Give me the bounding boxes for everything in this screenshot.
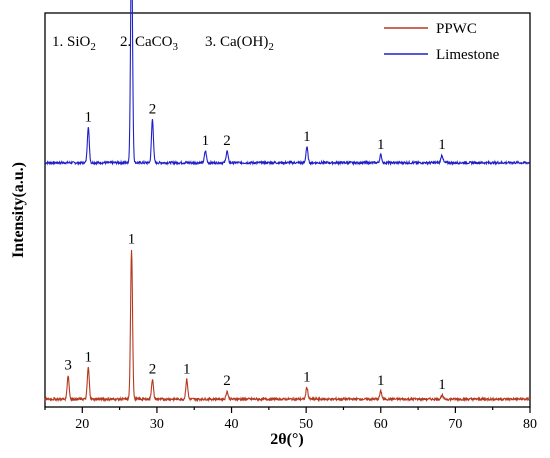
phase-key-item-2: 2. CaCO3 [120, 34, 179, 53]
peak-label-limestone-2: 2 [149, 101, 157, 117]
peak-label-limestone-0: 1 [85, 109, 93, 125]
peak-label-limestone-4: 2 [223, 133, 231, 149]
peak-label-ppwc-7: 1 [377, 373, 385, 389]
series-line-ppwc [44, 249, 531, 403]
x-tick-label: 50 [299, 417, 313, 432]
peak-label-ppwc-4: 1 [183, 361, 191, 377]
x-tick-label: 70 [448, 417, 462, 432]
peak-label-limestone-5: 1 [303, 129, 311, 145]
x-tick-label: 20 [75, 417, 89, 432]
peak-label-limestone-7: 1 [438, 137, 446, 153]
peak-label-limestone-3: 1 [202, 133, 210, 149]
peak-label-ppwc-0: 3 [64, 357, 72, 373]
peak-label-limestone-6: 1 [377, 137, 385, 153]
phase-key-item-1: 1. SiO2 [52, 34, 96, 53]
x-axis: 20 30 40 50 60 70 80 [44, 407, 537, 432]
peak-label-ppwc-3: 2 [149, 361, 157, 377]
series-line-limestone [44, 0, 531, 167]
peak-label-ppwc-1: 1 [85, 350, 93, 366]
legend-label-limestone: Limestone [436, 47, 500, 63]
peak-label-ppwc-5: 2 [223, 373, 231, 389]
legend-label-ppwc: PPWC [436, 21, 477, 37]
phase-key-item-3: 3. Ca(OH)2 [205, 34, 274, 53]
x-tick-label: 30 [150, 417, 164, 432]
x-tick-label: 40 [225, 417, 239, 432]
x-axis-title: 2θ(°) [270, 431, 303, 448]
y-axis-title: Intensity(a.u.) [10, 162, 27, 258]
x-tick-label: 80 [523, 417, 537, 432]
plot-frame [44, 12, 531, 408]
x-tick-label: 60 [374, 417, 388, 432]
series-layer [44, 0, 531, 403]
peak-labels: 11212111311212111 [64, 101, 446, 393]
peak-label-ppwc-8: 1 [438, 377, 446, 393]
peak-label-ppwc-6: 1 [303, 369, 311, 385]
peak-label-ppwc-2: 1 [128, 231, 136, 247]
phase-key: 1. SiO2 2. CaCO3 3. Ca(OH)2 [52, 34, 274, 53]
legend: PPWC Limestone [384, 21, 500, 63]
